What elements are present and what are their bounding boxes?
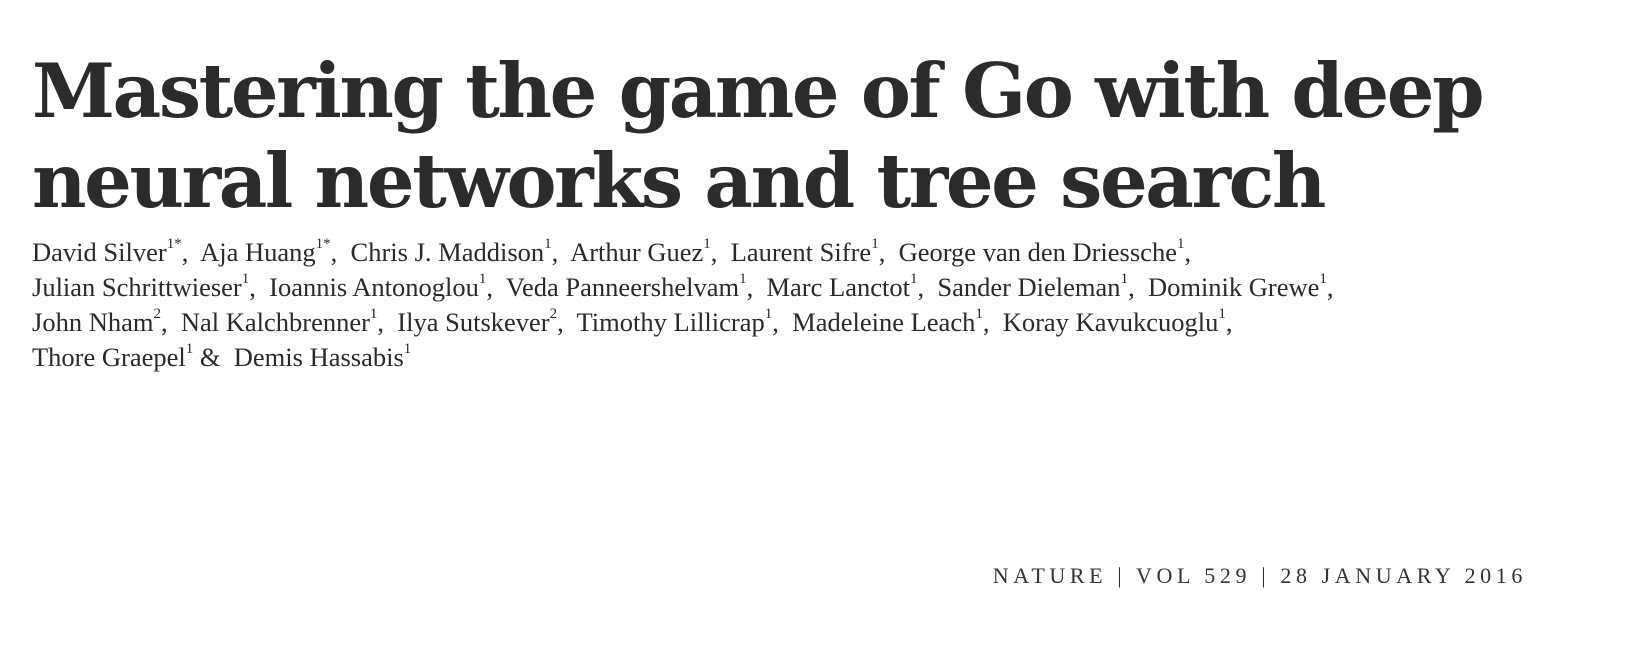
affiliation-mark: 1 bbox=[1319, 271, 1327, 288]
author-separator: , bbox=[557, 307, 571, 337]
author-separator: , bbox=[878, 237, 892, 267]
title-line-2: neural networks and tree search bbox=[32, 137, 1326, 225]
author-separator-ampersand: & bbox=[193, 342, 228, 372]
author-7: Julian Schrittwieser1 bbox=[32, 272, 249, 302]
journal-volume: VOL 529 bbox=[1136, 563, 1252, 588]
author-name: Timothy Lillicrap bbox=[576, 307, 765, 337]
author-separator: , bbox=[772, 307, 786, 337]
affiliation-mark: 1 bbox=[369, 306, 378, 323]
author-17: Madeleine Leach1 bbox=[792, 307, 983, 337]
journal-citation: NATURE | VOL 529 | 28 JANUARY 2016 bbox=[993, 563, 1527, 589]
author-name: Aja Huang bbox=[200, 237, 316, 267]
author-name: Marc Lanctot bbox=[766, 272, 910, 302]
author-1: David Silver1* bbox=[32, 237, 182, 267]
author-separator: , bbox=[377, 307, 391, 337]
affiliation-mark: 1 bbox=[403, 341, 412, 358]
affiliation-mark: 1 bbox=[1218, 306, 1226, 323]
author-name: Thore Graepel bbox=[32, 342, 186, 372]
affiliation-mark: 1 bbox=[1176, 236, 1185, 253]
affiliation-mark: 1 bbox=[909, 271, 918, 288]
affiliation-mark: 1 bbox=[764, 306, 773, 323]
affiliation-mark: 1 bbox=[1120, 271, 1129, 288]
citation-divider: | bbox=[1261, 563, 1271, 588]
author-9: Veda Panneershelvam1 bbox=[506, 272, 747, 302]
author-separator: , bbox=[551, 237, 565, 267]
citation-divider: | bbox=[1117, 563, 1127, 588]
author-name: Sander Dieleman bbox=[937, 272, 1121, 302]
affiliation-mark: 1 bbox=[975, 306, 983, 323]
affiliation-mark: 1 bbox=[739, 271, 747, 288]
affiliation-mark: 1 bbox=[241, 271, 250, 288]
title-line-1: Mastering the game of Go with deep bbox=[32, 47, 1485, 135]
author-separator: , bbox=[486, 272, 500, 302]
author-separator: , bbox=[982, 307, 997, 337]
author-4: Arthur Guez1 bbox=[570, 237, 711, 267]
author-12: Dominik Grewe1 bbox=[1148, 272, 1327, 302]
author-name: Dominik Grewe bbox=[1147, 272, 1320, 302]
author-15: Ilya Sutskever2 bbox=[397, 307, 557, 337]
author-name: George van den Driessche bbox=[898, 237, 1177, 267]
affiliation-mark: 2 bbox=[153, 306, 161, 323]
author-name: Koray Kavukcuoglu bbox=[1002, 307, 1219, 337]
journal-name: NATURE bbox=[992, 563, 1108, 588]
author-separator: , bbox=[1128, 272, 1142, 302]
author-11: Sander Dieleman1 bbox=[937, 272, 1128, 302]
author-name: Madeleine Leach bbox=[792, 307, 976, 337]
author-separator: , bbox=[1326, 272, 1341, 302]
affiliation-mark: 1 bbox=[871, 236, 879, 253]
affiliation-mark: 1 bbox=[703, 236, 711, 253]
author-3: Chris J. Maddison1 bbox=[351, 237, 552, 267]
affiliation-mark: 1* bbox=[315, 236, 331, 253]
author-separator: , bbox=[1225, 307, 1240, 337]
author-name: David Silver bbox=[32, 237, 167, 267]
author-14: Nal Kalchbrenner1 bbox=[181, 307, 378, 337]
author-name: Veda Panneershelvam bbox=[505, 272, 740, 302]
author-list: David Silver1*, Aja Huang1*, Chris J. Ma… bbox=[32, 235, 1622, 375]
author-separator: , bbox=[917, 272, 931, 302]
author-name: Julian Schrittwieser bbox=[32, 272, 242, 302]
publication-date: 28 JANUARY 2016 bbox=[1280, 563, 1527, 588]
author-name: John Nham bbox=[32, 307, 154, 337]
author-name: Chris J. Maddison bbox=[350, 237, 545, 267]
author-separator: , bbox=[181, 237, 195, 267]
author-16: Timothy Lillicrap1 bbox=[577, 307, 773, 337]
author-separator: , bbox=[330, 237, 344, 267]
author-5: Laurent Sifre1 bbox=[731, 237, 879, 267]
paper-title: Mastering the game of Go with deep neura… bbox=[32, 46, 1612, 226]
author-19: Thore Graepel1 bbox=[32, 342, 193, 372]
author-separator: , bbox=[1184, 237, 1198, 267]
author-20: Demis Hassabis1 bbox=[234, 342, 412, 372]
author-name: Laurent Sifre bbox=[730, 237, 872, 267]
affiliation-mark: 1 bbox=[185, 341, 194, 358]
affiliation-mark: 1 bbox=[478, 271, 487, 288]
author-separator: , bbox=[160, 307, 175, 337]
affiliation-mark: 2 bbox=[549, 306, 558, 323]
author-separator: , bbox=[746, 272, 760, 302]
author-name: Ioannis Antonoglou bbox=[269, 272, 479, 302]
author-8: Ioannis Antonoglou1 bbox=[269, 272, 486, 302]
author-separator: , bbox=[249, 272, 263, 302]
author-10: Marc Lanctot1 bbox=[766, 272, 917, 302]
author-6: George van den Driessche1 bbox=[899, 237, 1185, 267]
affiliation-mark: 1 bbox=[544, 236, 552, 253]
author-2: Aja Huang1* bbox=[200, 237, 331, 267]
author-name: Arthur Guez bbox=[570, 237, 704, 267]
author-18: Koray Kavukcuoglu1 bbox=[1003, 307, 1226, 337]
affiliation-mark: 1* bbox=[166, 236, 182, 253]
author-name: Ilya Sutskever bbox=[397, 307, 550, 337]
author-name: Demis Hassabis bbox=[233, 342, 404, 372]
author-name: Nal Kalchbrenner bbox=[180, 307, 370, 337]
author-13: John Nham2 bbox=[32, 307, 161, 337]
author-separator: , bbox=[710, 237, 725, 267]
